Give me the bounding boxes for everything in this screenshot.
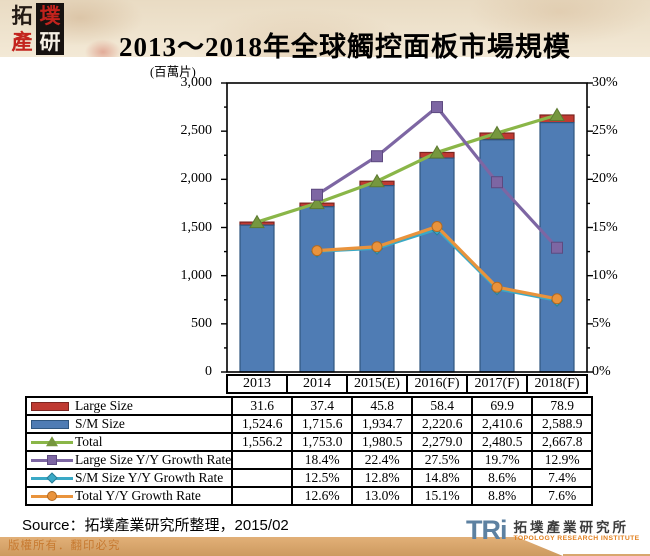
table-row: Large Size 31.6 37.4 45.8 58.4 69.9 78.9 — [24, 396, 594, 416]
table-cell — [231, 450, 294, 470]
year-header-cell: 2013 — [226, 374, 288, 394]
sm-growth-line-swatch — [31, 472, 73, 484]
table-cell: 69.9 — [471, 396, 534, 416]
footer-bar: 版權所有．翻印必究 — [0, 537, 650, 556]
right-axis-label: 25% — [592, 123, 618, 138]
total-line-swatch — [31, 436, 73, 447]
y-axis-label: 2,500 — [180, 123, 213, 138]
right-axis-label: 0% — [592, 364, 611, 379]
source-text: Source：拓墣產業研究所整理，2015/02 — [22, 517, 289, 534]
table-row: S/M Size Y/Y Growth Rate 12.5% 12.8% 14.… — [24, 468, 594, 488]
table-cell: 15.1% — [411, 486, 474, 506]
table-cell: 1,556.2 — [231, 432, 294, 452]
year-header-cell: 2018(F) — [526, 374, 588, 394]
footer-bar-sliver — [563, 553, 650, 556]
table-row: Total Y/Y Growth Rate 12.6% 13.0% 15.1% … — [24, 486, 594, 506]
year-header-cell: 2017(F) — [466, 374, 528, 394]
data-table: Large Size 31.6 37.4 45.8 58.4 69.9 78.9… — [24, 396, 594, 506]
table-cell: 78.9 — [531, 396, 594, 416]
table-cell: 1,934.7 — [351, 414, 414, 434]
y-axis-label: 0 — [205, 364, 212, 379]
year-header-cell: 2016(F) — [406, 374, 468, 394]
table-cell — [231, 486, 294, 506]
table-row: S/M Size 1,524.6 1,715.6 1,934.7 2,220.6… — [24, 414, 594, 434]
series-label: S/M Size — [75, 416, 125, 431]
chart-plot — [221, 82, 593, 373]
table-cell: 18.4% — [291, 450, 354, 470]
seal-char-2: 墣 — [36, 3, 64, 29]
tri-logo-en: TOPOLOGY RESEARCH INSTITUTE — [513, 535, 640, 542]
large-size-swatch — [31, 401, 69, 411]
table-cell: 45.8 — [351, 396, 414, 416]
table-cell: 1,715.6 — [291, 414, 354, 434]
table-cell: 2,588.9 — [531, 414, 594, 434]
year-header-cell: 2015(E) — [346, 374, 408, 394]
y-axis-label: 1,500 — [180, 220, 213, 235]
square-marker-icon — [47, 455, 57, 465]
table-cell: 37.4 — [291, 396, 354, 416]
table-cell: 31.6 — [231, 396, 294, 416]
table-cell: 14.8% — [411, 468, 474, 488]
tri-logo-mark: TRi — [466, 515, 507, 545]
series-label: Total Y/Y Growth Rate — [75, 488, 201, 503]
copyright-text: 版權所有．翻印必究 — [8, 540, 121, 552]
series-label: Total — [75, 434, 103, 449]
table-cell: 8.6% — [471, 468, 534, 488]
table-cell: 1,753.0 — [291, 432, 354, 452]
triangle-marker-icon — [46, 436, 58, 447]
table-cell: 2,480.5 — [471, 432, 534, 452]
tri-footer-logo: TRi 拓墣產業研究所 TOPOLOGY RESEARCH INSTITUTE — [466, 515, 640, 545]
table-row: Total 1,556.2 1,753.0 1,980.5 2,279.0 2,… — [24, 432, 594, 452]
table-cell: 22.4% — [351, 450, 414, 470]
table-cell: 2,410.6 — [471, 414, 534, 434]
table-cell — [231, 468, 294, 488]
table-cell: 12.8% — [351, 468, 414, 488]
right-axis-label: 10% — [592, 268, 618, 283]
table-cell: 2,279.0 — [411, 432, 474, 452]
table-cell: 1,980.5 — [351, 432, 414, 452]
right-axis-label: 15% — [592, 220, 618, 235]
seal-char-4: 研 — [36, 29, 64, 55]
diamond-marker-icon — [46, 472, 58, 484]
year-header-row: 2013 2014 2015(E) 2016(F) 2017(F) 2018(F… — [226, 374, 588, 394]
table-cell: 58.4 — [411, 396, 474, 416]
table-cell: 8.8% — [471, 486, 534, 506]
series-label: S/M Size Y/Y Growth Rate — [75, 470, 224, 485]
right-axis-label: 5% — [592, 316, 611, 331]
table-cell: 12.6% — [291, 486, 354, 506]
y-axis-label: 2,000 — [180, 171, 213, 186]
table-cell: 1,524.6 — [231, 414, 294, 434]
total-growth-line-swatch — [31, 491, 73, 501]
right-axis-label: 20% — [592, 171, 618, 186]
table-cell: 12.5% — [291, 468, 354, 488]
tri-seal-logo: 拓 墣 產 研 — [8, 3, 64, 55]
seal-char-3: 產 — [11, 30, 33, 54]
y-axis-label: 3,000 — [180, 75, 213, 90]
table-row: 2013 2014 2015(E) 2016(F) 2017(F) 2018(F… — [226, 374, 588, 394]
large-growth-line-swatch — [31, 455, 73, 465]
table-cell: 2,667.8 — [531, 432, 594, 452]
table-cell: 19.7% — [471, 450, 534, 470]
table-row: Large Size Y/Y Growth Rate 18.4% 22.4% 2… — [24, 450, 594, 470]
y-axis-label: 500 — [191, 316, 212, 331]
table-cell: 7.4% — [531, 468, 594, 488]
unit-label: (百萬片) — [150, 65, 196, 79]
tri-logo-cjk: 拓墣產業研究所 — [513, 520, 629, 535]
header-banner — [0, 0, 650, 57]
series-label: Large Size — [75, 398, 133, 413]
seal-char-1: 拓 — [11, 4, 33, 28]
y-axis-label: 1,000 — [180, 268, 213, 283]
year-header-cell: 2014 — [286, 374, 348, 394]
circle-marker-icon — [47, 491, 57, 501]
sm-size-swatch — [31, 419, 69, 429]
table-cell: 2,220.6 — [411, 414, 474, 434]
right-axis-label: 30% — [592, 75, 618, 90]
table-cell: 27.5% — [411, 450, 474, 470]
page-title: 2013～2018年全球觸控面板市場規模 — [119, 32, 571, 62]
table-cell: 13.0% — [351, 486, 414, 506]
table-cell: 7.6% — [531, 486, 594, 506]
table-cell: 12.9% — [531, 450, 594, 470]
series-label: Large Size Y/Y Growth Rate — [75, 452, 232, 467]
